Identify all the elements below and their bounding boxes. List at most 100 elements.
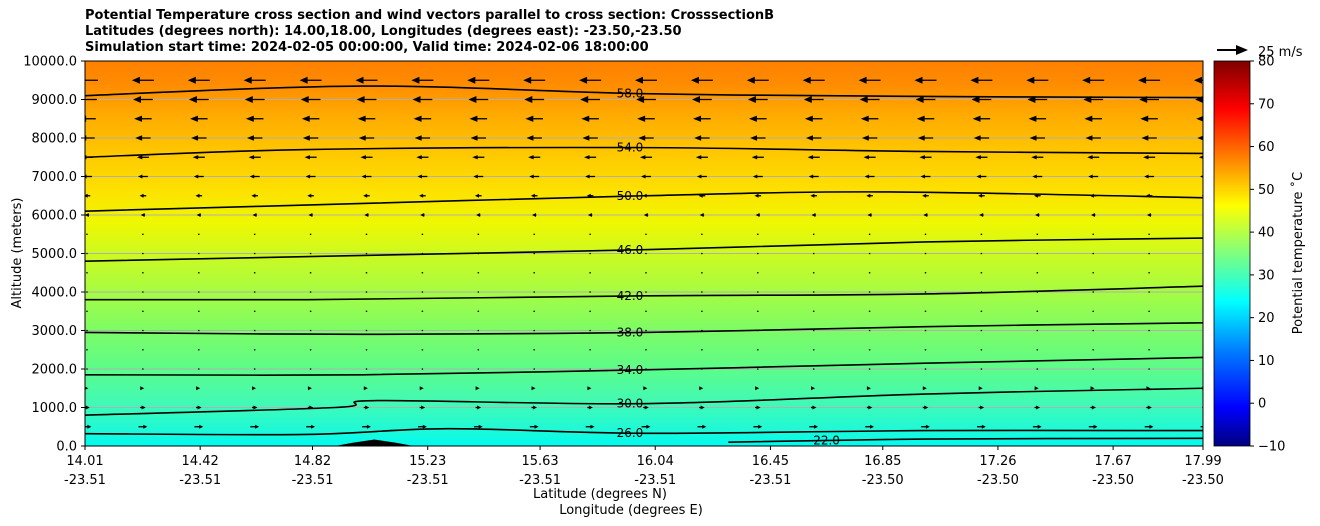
wind-vector-head (751, 155, 758, 160)
contour-line (85, 356, 1203, 376)
wind-vector (198, 310, 200, 313)
wind-vector-head (248, 155, 255, 160)
wind-vector-head (972, 115, 981, 122)
wind-vector-head (970, 76, 979, 84)
wind-vector (980, 368, 983, 370)
wind-vector (924, 368, 927, 370)
wind-vector-head (475, 386, 480, 391)
wind-vector-head (534, 424, 539, 429)
wind-vector-head (417, 174, 422, 179)
wind-vector-head (870, 424, 874, 429)
wind-vector-head (478, 424, 483, 429)
wind-vector-head (804, 115, 813, 122)
wind-vector-head (980, 405, 985, 410)
wind-vector-head (1087, 155, 1093, 160)
wind-vector-head (922, 386, 927, 391)
wind-vector (86, 233, 88, 236)
wind-vector-head (255, 424, 260, 429)
wind-vector (421, 329, 424, 332)
wind-vector-head (524, 96, 533, 103)
wind-vector (645, 271, 647, 274)
wind-vector (757, 310, 759, 313)
wind-vector-head (694, 135, 702, 141)
y-tick-label: 9000.0 (32, 93, 78, 108)
wind-vector (589, 368, 591, 370)
wind-vector-head (136, 155, 143, 160)
x-tick-label-latitude: 17.67 (1095, 454, 1132, 469)
x-axis-label-longitude: Longitude (degrees E) (559, 503, 703, 518)
wind-vector (701, 271, 703, 274)
wind-vector-head (414, 135, 422, 141)
wind-vector-head (1085, 135, 1093, 141)
wind-vector (589, 348, 591, 351)
wind-vector (1148, 252, 1150, 255)
wind-vector-head (305, 174, 311, 179)
wind-vector-head (700, 405, 705, 410)
wind-vector-head (1028, 115, 1037, 122)
wind-vector (1036, 348, 1039, 351)
wind-vector (309, 368, 312, 370)
wind-vector (645, 348, 647, 351)
colorbar-tick-label: 30 (1258, 268, 1275, 283)
wind-vector (309, 252, 312, 255)
wind-vector-head (919, 155, 925, 160)
y-tick-label: 1000.0 (32, 401, 78, 416)
wind-vector (421, 310, 424, 313)
wind-vector-head (365, 405, 370, 410)
wind-vector-head (802, 76, 811, 84)
wind-vector-head (195, 193, 200, 198)
wind-vector-head (191, 135, 199, 141)
wind-vector (253, 291, 256, 293)
wind-vector-head (756, 405, 761, 410)
wind-vector (645, 329, 647, 332)
colorbar-tick-label: 20 (1258, 311, 1275, 326)
wind-vector-head (755, 386, 760, 391)
wind-vector-head (361, 174, 367, 179)
wind-vector (589, 310, 591, 313)
wind-vector (1148, 368, 1150, 370)
wind-vector-head (532, 405, 537, 410)
wind-vector-head (1205, 425, 1209, 429)
x-tick-label-latitude: 16.04 (637, 454, 674, 469)
x-axis: 14.01 -23.51 14.42 -23.51 14.82 -23.51 15.23 -2… (64, 446, 1224, 488)
wind-vector-head (644, 405, 649, 410)
wind-vector (1204, 310, 1206, 312)
wind-vector-head (358, 135, 366, 141)
wind-vector-head (300, 96, 309, 103)
wind-vector-head (585, 174, 590, 179)
wind-vector-head (1026, 76, 1035, 84)
wind-vector-head (1032, 174, 1037, 179)
wind-vector (253, 233, 256, 236)
wind-vector-head (243, 76, 252, 84)
wind-vector-head (526, 135, 534, 141)
wind-vector-head (192, 155, 199, 160)
wind-vector-head (922, 193, 927, 198)
wind-vector-head (695, 155, 702, 160)
colorbar-tick-label: 50 (1258, 183, 1275, 198)
wind-vector-head (635, 76, 643, 84)
wind-vector-head (131, 76, 140, 84)
wind-vector (198, 329, 200, 332)
wind-vector (701, 348, 703, 351)
chart-title-line-1: Potential Temperature cross section and … (85, 8, 775, 23)
wind-vector-head (702, 424, 707, 429)
wind-vector (812, 233, 815, 236)
contour-line (85, 85, 1203, 99)
wind-vector-head (917, 135, 925, 141)
wind-vector-head (1037, 424, 1042, 429)
wind-vector-head (699, 213, 704, 217)
colorbar-tick-label: 70 (1258, 97, 1275, 112)
wind-vector (253, 252, 256, 255)
wind-vector-head (636, 96, 645, 103)
wind-vector (868, 329, 871, 332)
wind-vector-head (925, 424, 930, 429)
wind-vector (86, 252, 88, 255)
wind-vector-head (475, 193, 479, 198)
wind-vector-head (590, 424, 595, 429)
wind-vector-head (529, 174, 534, 179)
wind-vector-head (916, 115, 925, 122)
wind-vector-head (914, 76, 923, 84)
wind-vector (142, 310, 144, 313)
wind-vector-head (523, 76, 532, 84)
wind-vector-head (1146, 213, 1151, 217)
